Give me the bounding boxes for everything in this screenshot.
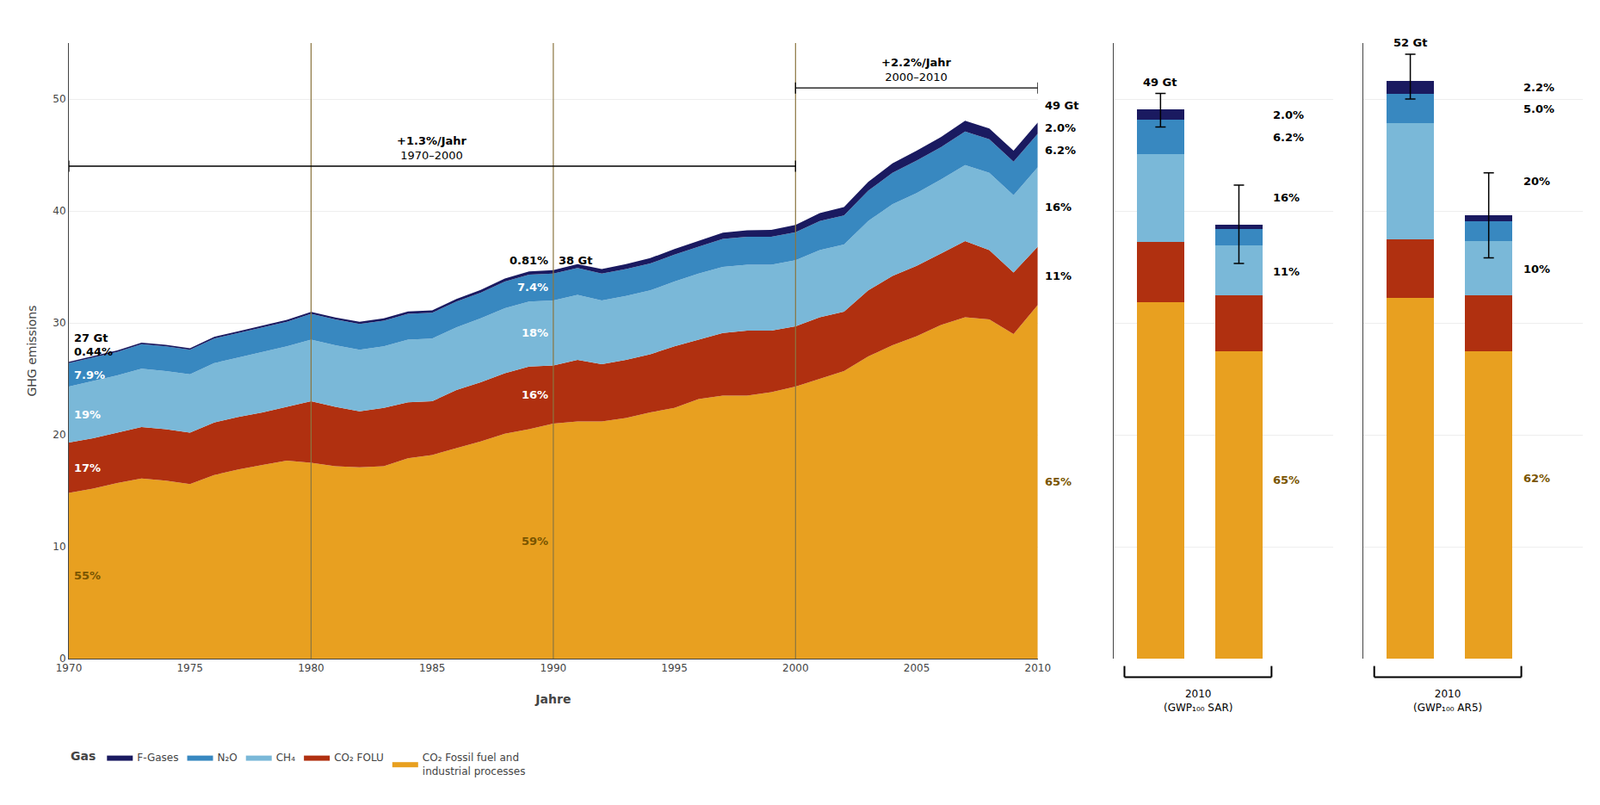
svg-text:Jahre: Jahre — [534, 691, 571, 706]
svg-text:Gas: Gas — [70, 748, 96, 763]
svg-text:65%: 65% — [1044, 475, 1072, 489]
svg-text:11%: 11% — [1272, 265, 1300, 278]
svg-text:40: 40 — [52, 204, 66, 217]
svg-text:16%: 16% — [1044, 200, 1072, 214]
svg-text:2.2%: 2.2% — [1523, 80, 1555, 94]
svg-text:5.0%: 5.0% — [1523, 102, 1555, 116]
svg-text:F-Gases: F-Gases — [136, 751, 179, 764]
svg-text:6.2%: 6.2% — [1272, 130, 1304, 144]
svg-text:2010(GWP₁₀₀ SAR): 2010(GWP₁₀₀ SAR) — [1163, 687, 1233, 714]
svg-text:20: 20 — [52, 428, 66, 441]
svg-text:1980: 1980 — [297, 661, 325, 674]
svg-text:27 Gt: 27 Gt — [74, 331, 109, 345]
svg-text:2.0%: 2.0% — [1272, 108, 1304, 122]
svg-text:16%: 16% — [521, 388, 549, 402]
svg-text:10%: 10% — [1523, 262, 1551, 276]
svg-text:6.2%: 6.2% — [1044, 143, 1076, 157]
svg-text:0: 0 — [59, 652, 67, 665]
svg-text:N₂O: N₂O — [217, 751, 238, 764]
svg-text:2010: 2010 — [1024, 661, 1051, 674]
svg-text:2000: 2000 — [782, 661, 810, 674]
svg-text:10: 10 — [52, 540, 66, 553]
svg-text:1995: 1995 — [661, 661, 688, 674]
svg-text:2005: 2005 — [903, 661, 931, 674]
svg-text:55%: 55% — [74, 568, 101, 582]
svg-text:1975: 1975 — [176, 661, 204, 674]
svg-text:65%: 65% — [1272, 473, 1300, 487]
svg-text:30: 30 — [52, 316, 66, 329]
svg-text:1985: 1985 — [419, 661, 446, 674]
svg-text:11%: 11% — [1044, 269, 1072, 283]
svg-text:38 Gt: 38 Gt — [558, 253, 594, 267]
svg-text:CO₂ Fossil fuel andindustrial: CO₂ Fossil fuel andindustrial processes — [422, 751, 526, 778]
svg-text:7.9%: 7.9% — [74, 368, 106, 382]
svg-text:0.81%: 0.81% — [509, 253, 549, 267]
svg-text:52 Gt: 52 Gt — [1393, 36, 1428, 50]
svg-text:GHG emissions: GHG emissions — [24, 304, 39, 396]
svg-text:+2.2%/Jahr2000–2010: +2.2%/Jahr2000–2010 — [881, 55, 952, 84]
svg-text:2.0%: 2.0% — [1044, 121, 1076, 135]
svg-text:1990: 1990 — [540, 661, 568, 674]
svg-text:19%: 19% — [74, 407, 101, 421]
svg-text:59%: 59% — [521, 534, 549, 548]
svg-text:7.4%: 7.4% — [517, 280, 549, 294]
svg-text:2010(GWP₁₀₀ AR5): 2010(GWP₁₀₀ AR5) — [1413, 687, 1483, 714]
svg-text:CO₂ FOLU: CO₂ FOLU — [333, 751, 384, 764]
svg-text:18%: 18% — [521, 326, 549, 340]
svg-text:17%: 17% — [74, 461, 101, 475]
svg-text:20%: 20% — [1523, 174, 1551, 188]
svg-text:49 Gt: 49 Gt — [1044, 98, 1080, 112]
svg-text:CH₄: CH₄ — [276, 751, 296, 764]
svg-text:16%: 16% — [1272, 191, 1300, 204]
svg-text:62%: 62% — [1523, 471, 1551, 485]
svg-text:50: 50 — [52, 92, 66, 106]
svg-text:1970: 1970 — [55, 661, 83, 674]
svg-text:0.44%: 0.44% — [74, 345, 113, 359]
svg-text:+1.3%/Jahr1970–2000: +1.3%/Jahr1970–2000 — [396, 134, 468, 162]
svg-text:49 Gt: 49 Gt — [1142, 75, 1178, 89]
